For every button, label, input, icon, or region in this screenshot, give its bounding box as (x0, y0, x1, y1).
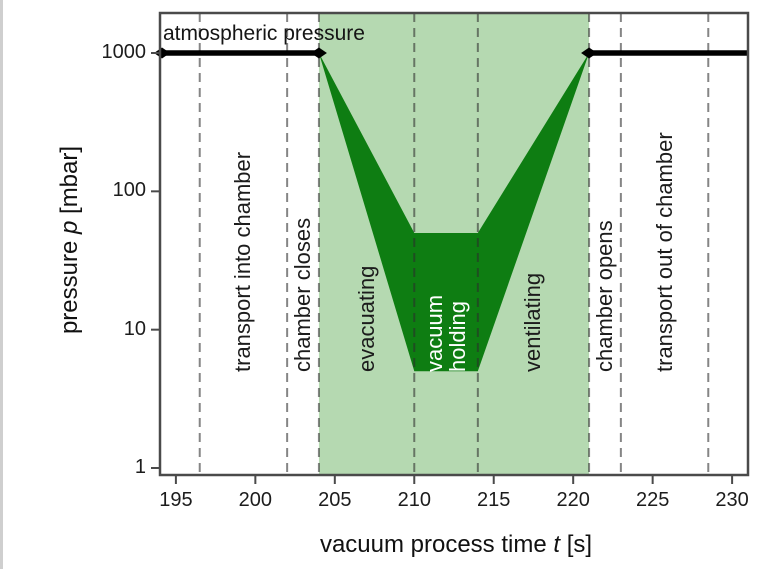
phase-label-transport-into-chamber: transport into chamber (230, 151, 256, 372)
phase-label-chamber-opens: chamber opens (591, 220, 617, 372)
x-tick-label-205: 205 (318, 489, 352, 511)
screenshot-edge-artifact (0, 0, 3, 569)
atmospheric-pressure-annotation: atmospheric pressure (163, 22, 365, 45)
x-tick-label-220: 220 (556, 489, 590, 511)
y-tick-label-100: 100 (112, 179, 146, 202)
y-axis-title-unit: [mbar] (56, 145, 83, 221)
x-tick-label-195: 195 (159, 489, 193, 511)
y-axis-title-variable: p (56, 220, 83, 234)
x-axis-title-text: vacuum process time (319, 531, 554, 558)
x-tick-label-215: 215 (477, 489, 511, 511)
y-axis-title-text: pressure (56, 234, 83, 335)
x-tick-label-230: 230 (715, 489, 749, 511)
pressure-band (318, 53, 590, 372)
phase-label-chamber-closes: chamber closes (290, 217, 316, 372)
line-end-marker (154, 47, 170, 59)
y-tick-label-1: 1 (134, 456, 146, 479)
phase-label-ventilating: ventilating (520, 272, 546, 372)
plot-border (158, 11, 750, 477)
phase-label-vacuum-holding: vacuum holding (421, 294, 470, 372)
phase-label-transport-out-of-chamber: transport out of chamber (651, 132, 677, 372)
x-axis-title-unit: [s] (560, 531, 593, 558)
x-tick-label-210: 210 (397, 489, 431, 511)
y-axis-title: pressure p [mbar] (56, 146, 84, 334)
phase-label-evacuating: evacuating (353, 265, 379, 372)
x-tick-label-200: 200 (238, 489, 273, 511)
y-tick-label-1000: 1000 (101, 41, 147, 64)
x-axis-title-variable: t (553, 531, 561, 558)
x-tick-label-225: 225 (635, 489, 670, 511)
line-end-marker (310, 47, 327, 59)
y-tick-label-10: 10 (123, 317, 146, 340)
line-end-marker (581, 47, 598, 59)
x-axis-title: vacuum process time t [s] (320, 531, 592, 559)
